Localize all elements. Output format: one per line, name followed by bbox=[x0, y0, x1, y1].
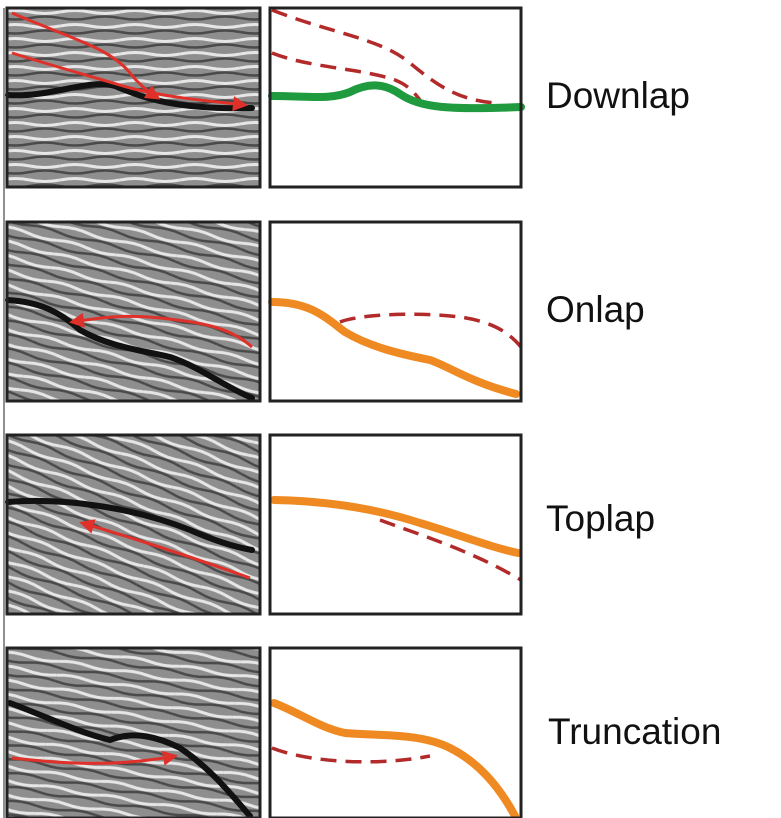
row-label: Toplap bbox=[546, 498, 655, 539]
row-label: Downlap bbox=[546, 75, 690, 116]
horizon bbox=[5, 297, 255, 401]
panel-frame bbox=[268, 646, 523, 818]
row-label: Onlap bbox=[546, 289, 645, 330]
dashed-reflector bbox=[271, 746, 431, 764]
dashed-reflector bbox=[379, 518, 522, 582]
reflector-arrow bbox=[11, 750, 178, 766]
panel-frame bbox=[5, 6, 262, 189]
schematic bbox=[270, 435, 521, 614]
row-downlap: Downlap bbox=[5, 6, 690, 189]
panel-frame bbox=[5, 646, 262, 818]
panel-frame bbox=[268, 6, 523, 189]
seismic-image bbox=[7, 435, 260, 614]
row-onlap: Onlap bbox=[5, 220, 645, 403]
surface bbox=[268, 298, 520, 398]
horizon bbox=[5, 81, 255, 112]
panel-frame bbox=[268, 220, 523, 403]
panel-frame bbox=[5, 433, 262, 616]
seismic-image bbox=[7, 8, 260, 187]
seismic-image bbox=[7, 222, 260, 401]
surface bbox=[268, 81, 525, 113]
reflector-arrow bbox=[79, 519, 251, 580]
surface bbox=[270, 496, 522, 557]
dashed-reflector bbox=[339, 312, 523, 349]
row-truncation: Truncation bbox=[5, 646, 721, 818]
row-label: Truncation bbox=[548, 711, 721, 752]
panel-frame bbox=[268, 433, 523, 616]
reflector-arrow bbox=[69, 312, 254, 349]
row-toplap: Toplap bbox=[5, 433, 655, 616]
reflector-arrow bbox=[11, 51, 248, 112]
horizon bbox=[5, 497, 255, 553]
panel-frame bbox=[5, 220, 262, 403]
dashed-reflector bbox=[271, 51, 422, 102]
horizon bbox=[7, 700, 253, 818]
surface bbox=[270, 699, 519, 818]
dashed-reflector bbox=[271, 8, 496, 105]
